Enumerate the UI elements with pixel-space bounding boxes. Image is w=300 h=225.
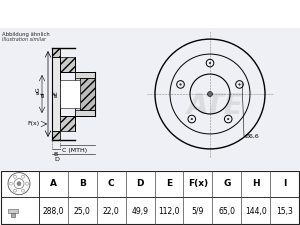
Text: øG: øG bbox=[36, 86, 41, 94]
Text: 22,0: 22,0 bbox=[103, 207, 120, 216]
Text: 49,9: 49,9 bbox=[132, 207, 148, 216]
Bar bbox=[8, 209, 18, 213]
Text: C (MTH): C (MTH) bbox=[62, 148, 87, 153]
Text: 112,0: 112,0 bbox=[158, 207, 180, 216]
Text: øA: øA bbox=[82, 90, 88, 98]
Circle shape bbox=[227, 118, 229, 120]
Circle shape bbox=[239, 84, 240, 85]
Text: A: A bbox=[50, 179, 57, 188]
Text: F(x): F(x) bbox=[188, 179, 208, 188]
Text: F(x): F(x) bbox=[28, 122, 40, 126]
Text: 25,0: 25,0 bbox=[74, 207, 91, 216]
Circle shape bbox=[180, 84, 181, 85]
Text: B: B bbox=[54, 152, 58, 157]
Bar bbox=[52, 48, 60, 57]
Text: G: G bbox=[223, 179, 230, 188]
Text: Ø6,6: Ø6,6 bbox=[245, 133, 260, 138]
Circle shape bbox=[209, 62, 211, 64]
Bar bbox=[60, 57, 75, 72]
Bar bbox=[60, 116, 75, 131]
Text: C: C bbox=[108, 179, 115, 188]
Text: 24.0125-0145.1: 24.0125-0145.1 bbox=[56, 8, 172, 20]
Text: ATE: ATE bbox=[187, 92, 243, 120]
Text: B: B bbox=[79, 179, 86, 188]
Text: øI: øI bbox=[41, 91, 46, 97]
Circle shape bbox=[208, 92, 212, 97]
Text: H: H bbox=[252, 179, 260, 188]
Bar bbox=[52, 131, 60, 140]
Text: 288,0: 288,0 bbox=[43, 207, 64, 216]
Text: øE: øE bbox=[53, 91, 58, 97]
Text: I: I bbox=[283, 179, 286, 188]
Bar bbox=[11, 213, 15, 217]
Bar bbox=[60, 80, 80, 108]
Text: Abbildung ähnlich: Abbildung ähnlich bbox=[2, 32, 50, 37]
Text: E: E bbox=[166, 179, 172, 188]
Text: D: D bbox=[136, 179, 144, 188]
Text: øH: øH bbox=[67, 90, 72, 98]
Bar bbox=[75, 72, 95, 116]
Bar bbox=[80, 78, 95, 110]
Text: Illustration similar: Illustration similar bbox=[2, 37, 46, 42]
Text: 65,0: 65,0 bbox=[218, 207, 235, 216]
Bar bbox=[52, 57, 60, 131]
Circle shape bbox=[17, 182, 21, 186]
Circle shape bbox=[191, 118, 193, 120]
Text: 425145: 425145 bbox=[188, 8, 244, 20]
Text: 144,0: 144,0 bbox=[245, 207, 266, 216]
Text: 15,3: 15,3 bbox=[276, 207, 293, 216]
Text: 5/9: 5/9 bbox=[192, 207, 204, 216]
Text: D: D bbox=[54, 157, 59, 162]
